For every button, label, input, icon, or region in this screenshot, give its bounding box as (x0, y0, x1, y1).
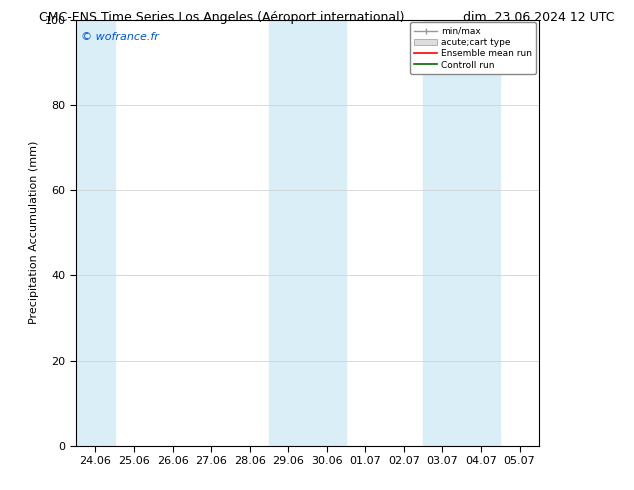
Bar (76, 20, 115, 446)
Bar (424, 20, 500, 446)
Legend: min/max, acute;cart type, Ensemble mean run, Controll run: min/max, acute;cart type, Ensemble mean … (410, 23, 536, 74)
Text: dim. 23.06.2024 12 UTC: dim. 23.06.2024 12 UTC (463, 11, 615, 24)
Y-axis label: Precipitation Accumulation (mm): Precipitation Accumulation (mm) (29, 141, 39, 324)
Text: © wofrance.fr: © wofrance.fr (81, 32, 158, 43)
Text: CMC-ENS Time Series Los Angeles (Aéroport international): CMC-ENS Time Series Los Angeles (Aéropor… (39, 11, 404, 24)
Bar (269, 20, 346, 446)
